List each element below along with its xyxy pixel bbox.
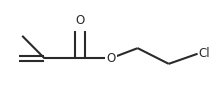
Text: Cl: Cl (199, 47, 210, 60)
Text: O: O (106, 52, 116, 65)
Text: O: O (75, 14, 85, 27)
